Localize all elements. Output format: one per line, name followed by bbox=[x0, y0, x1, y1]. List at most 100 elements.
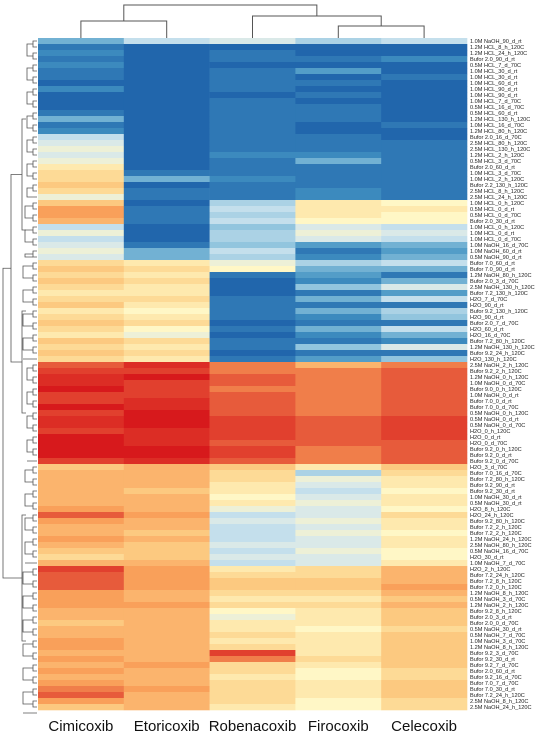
heatmap-cell bbox=[123, 464, 210, 471]
heatmap-cell bbox=[38, 296, 125, 303]
heatmap-cell bbox=[209, 62, 296, 69]
heatmap-cell bbox=[295, 644, 382, 651]
dendrogram-branch bbox=[32, 502, 37, 510]
row-label: 1.0M HCL_0_d_rt bbox=[470, 231, 515, 237]
dendrogram-branch bbox=[32, 310, 37, 318]
heatmap-cell bbox=[381, 422, 468, 429]
heatmap-cell bbox=[123, 38, 210, 45]
heatmap-cell bbox=[381, 212, 468, 219]
dendrogram-branch bbox=[26, 439, 33, 453]
heatmap-cell bbox=[38, 116, 125, 123]
heatmap-cell bbox=[381, 674, 468, 681]
heatmap-cell bbox=[38, 338, 125, 345]
dendrogram-branch bbox=[24, 517, 33, 531]
heatmap-cell bbox=[295, 212, 382, 219]
row-label: 1.0M HCL_30_d_rt bbox=[470, 69, 518, 75]
heatmap-cell bbox=[38, 410, 125, 417]
heatmap-cell bbox=[381, 578, 468, 585]
heatmap-cell bbox=[295, 572, 382, 579]
heatmap-cell bbox=[209, 428, 296, 435]
heatmap-cell bbox=[209, 440, 296, 447]
heatmap-cell bbox=[123, 74, 210, 81]
row-label: Bufor 2.0_3_d_rt bbox=[470, 615, 512, 621]
heatmap-cell bbox=[295, 254, 382, 261]
heatmap-cell bbox=[295, 434, 382, 441]
dendrogram-branch bbox=[26, 115, 33, 129]
heatmap-cell bbox=[123, 164, 210, 171]
row-label: 0.5M HCL_16_d_70C bbox=[470, 105, 524, 111]
row-label: Bufor 9.2_0_d_rt bbox=[470, 453, 512, 459]
dendrogram-branch bbox=[32, 604, 37, 612]
heatmap-cell bbox=[123, 50, 210, 57]
row-label: 1.2M NaOH_8_h_120C bbox=[470, 645, 528, 651]
row-label: 1.2M HCL_80_h_120C bbox=[470, 129, 527, 135]
heatmap-cell bbox=[38, 440, 125, 447]
heatmap-cell bbox=[295, 578, 382, 585]
heatmap-cell bbox=[209, 518, 296, 525]
heatmap-cell bbox=[295, 596, 382, 603]
heatmap-cell bbox=[38, 596, 125, 603]
heatmap-cell bbox=[295, 356, 382, 363]
heatmap-cell bbox=[209, 416, 296, 423]
heatmap-cell bbox=[38, 536, 125, 543]
heatmap-cell bbox=[209, 356, 296, 363]
dendrogram-branch bbox=[32, 688, 37, 696]
heatmap-cell bbox=[295, 554, 382, 561]
heatmap-cell bbox=[123, 578, 210, 585]
row-label: 1.0M NaOH_90_d_rt bbox=[470, 39, 522, 45]
heatmap-cell bbox=[38, 512, 125, 519]
heatmap-cell bbox=[209, 506, 296, 513]
heatmap-cell bbox=[381, 152, 468, 159]
heatmap-cell bbox=[381, 236, 468, 243]
heatmap-cell bbox=[209, 602, 296, 609]
heatmap-cell bbox=[123, 674, 210, 681]
heatmap-cell bbox=[38, 152, 125, 159]
heatmap-cell bbox=[38, 314, 125, 321]
column-label: Cimicoxib bbox=[48, 718, 113, 735]
heatmap-cell bbox=[381, 146, 468, 153]
heatmap-cell bbox=[38, 212, 125, 219]
dendrogram-branch bbox=[32, 490, 37, 498]
heatmap-cell bbox=[38, 638, 125, 645]
heatmap-cell bbox=[295, 236, 382, 243]
heatmap-cell bbox=[209, 86, 296, 93]
dendrogram-branch bbox=[32, 40, 37, 48]
heatmap-cell bbox=[38, 578, 125, 585]
heatmap-cell bbox=[123, 278, 210, 285]
heatmap-cell bbox=[38, 368, 125, 375]
row-label: 2.5M NaOH_80_h_120C bbox=[470, 543, 532, 549]
heatmap-cell bbox=[295, 194, 382, 201]
heatmap-cell bbox=[295, 692, 382, 699]
row-label: 1.0M HCL_2_h_120C bbox=[470, 177, 524, 183]
dendrogram-branch bbox=[24, 541, 33, 555]
row-label: 0.5M NaOH_16_d_70C bbox=[470, 549, 528, 555]
heatmap-cell bbox=[123, 296, 210, 303]
heatmap-cell bbox=[209, 236, 296, 243]
heatmap-cell bbox=[381, 170, 468, 177]
heatmap-cell bbox=[209, 152, 296, 159]
heatmap-cell bbox=[295, 404, 382, 411]
dendrogram-branch bbox=[32, 568, 37, 576]
dendrogram-branch bbox=[32, 238, 37, 246]
heatmap-cell bbox=[381, 92, 468, 99]
row-label: Bufor 9.2_7_d_70C bbox=[470, 663, 519, 669]
row-label: H2O_130_h_120C bbox=[470, 357, 517, 363]
heatmap-cell bbox=[295, 704, 382, 711]
heatmap-cell bbox=[381, 680, 468, 687]
heatmap-cell bbox=[123, 434, 210, 441]
heatmap-cell bbox=[381, 326, 468, 333]
heatmap-cell bbox=[295, 176, 382, 183]
heatmap-cell bbox=[381, 110, 468, 117]
heatmap-cell bbox=[123, 506, 210, 513]
row-label: Bufor 9.2_30_d_rt bbox=[470, 657, 515, 663]
heatmap-cell bbox=[123, 662, 210, 669]
dendrogram-branch bbox=[26, 67, 33, 81]
row-label: Bufor 9.2_90_d_rt bbox=[470, 483, 515, 489]
dendrogram-branch bbox=[22, 619, 33, 633]
heatmap-cell bbox=[123, 572, 210, 579]
dendrogram-branch bbox=[32, 346, 37, 354]
heatmap-cell bbox=[295, 686, 382, 693]
heatmap-cell bbox=[123, 146, 210, 153]
row-label: H2O_2_h_120C bbox=[470, 567, 510, 573]
